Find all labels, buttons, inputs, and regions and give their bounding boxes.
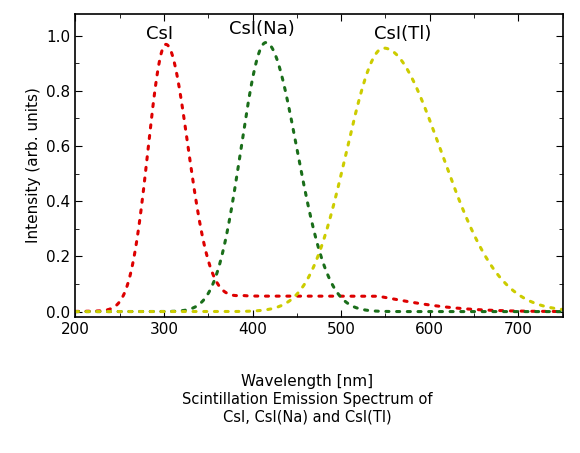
Text: CsI: CsI [146, 24, 173, 43]
Text: Scintillation Emission Spectrum of: Scintillation Emission Spectrum of [182, 392, 433, 407]
Text: Wavelength [nm]: Wavelength [nm] [241, 374, 374, 389]
Text: CsI(Na): CsI(Na) [229, 20, 294, 39]
Text: CsI, CsI(Na) and CsI(Tl): CsI, CsI(Na) and CsI(Tl) [223, 410, 392, 425]
Y-axis label: Intensity (arb. units): Intensity (arb. units) [26, 87, 41, 243]
Text: CsI(Tl): CsI(Tl) [375, 24, 432, 43]
